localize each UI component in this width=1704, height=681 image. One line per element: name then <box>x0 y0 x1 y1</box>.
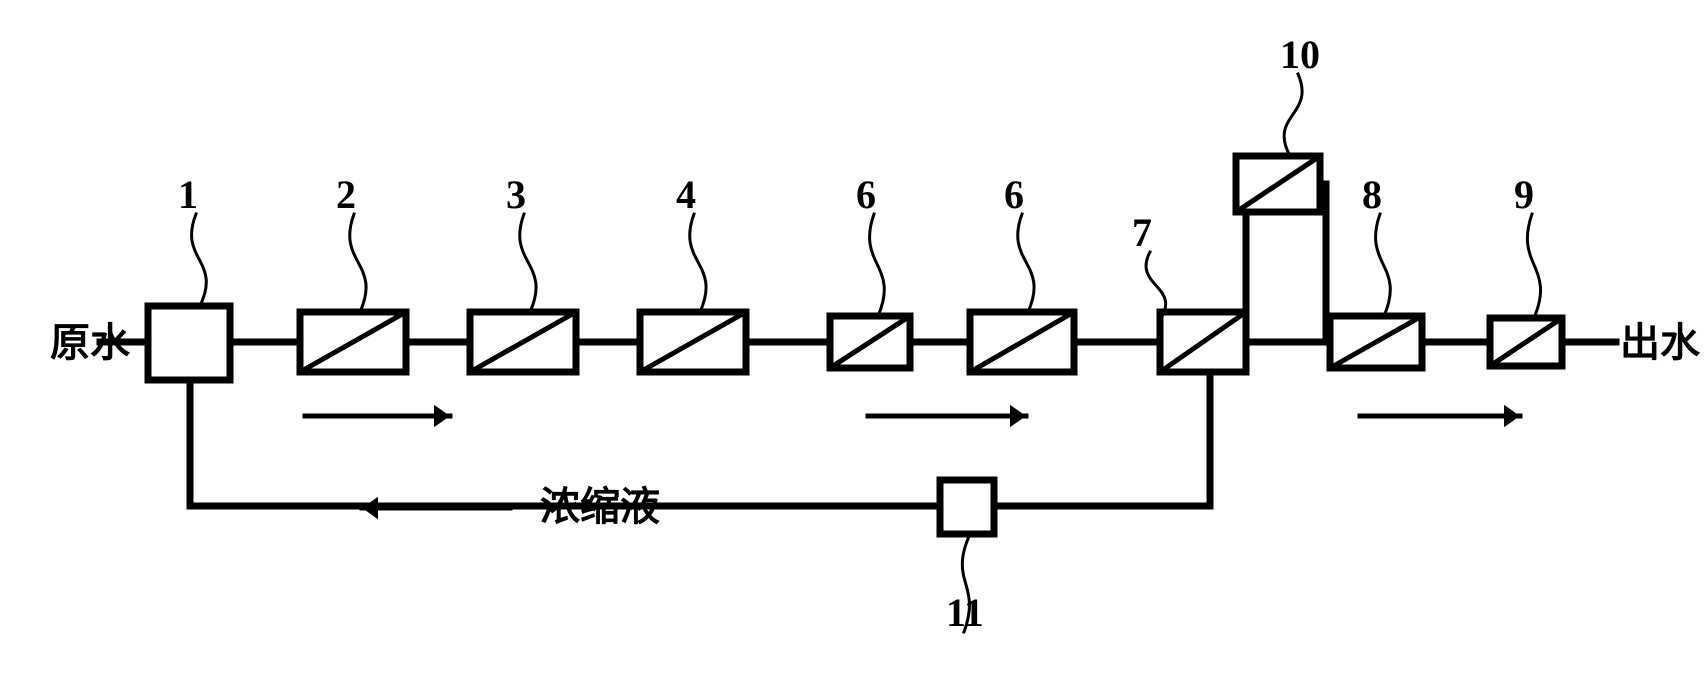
node-label-n6: 6 <box>1004 172 1024 217</box>
leader-line <box>1527 214 1540 318</box>
leader-line <box>520 214 536 312</box>
node-label-n4: 4 <box>676 172 696 217</box>
arrow-head-icon <box>362 497 378 519</box>
label-outlet-water: 出水 <box>1620 320 1701 365</box>
node-n6 <box>970 312 1074 372</box>
node-label-n8: 8 <box>1362 172 1382 217</box>
node-n10 <box>1236 156 1320 212</box>
node-n7 <box>1160 312 1246 372</box>
node-box <box>940 480 994 534</box>
node-n4 <box>640 312 746 372</box>
node-label-n9: 9 <box>1514 172 1534 217</box>
node-n2 <box>300 312 406 372</box>
arrow-head-icon <box>1010 405 1026 427</box>
node-label-n2: 2 <box>336 172 356 217</box>
node-n8 <box>1330 316 1422 368</box>
leader-line <box>1284 74 1302 156</box>
node-n5 <box>830 316 910 368</box>
node-n9 <box>1490 318 1562 366</box>
arrow-head-icon <box>434 405 450 427</box>
leader-line <box>690 214 706 312</box>
node-box <box>148 306 230 380</box>
node-label-n1: 1 <box>178 172 198 217</box>
node-n1 <box>148 306 230 380</box>
node-label-n7: 7 <box>1132 210 1152 255</box>
node-n11 <box>940 480 994 534</box>
arrow-head-icon <box>1504 405 1520 427</box>
leader-line <box>1018 214 1034 312</box>
leader-line <box>1376 214 1391 316</box>
node-n3 <box>470 312 576 372</box>
leader-line <box>350 214 366 312</box>
node-label-n5: 6 <box>856 172 876 217</box>
leader-line <box>870 214 885 316</box>
node-label-n10: 10 <box>1280 32 1320 77</box>
node-label-n3: 3 <box>506 172 526 217</box>
leader-line <box>192 214 207 306</box>
